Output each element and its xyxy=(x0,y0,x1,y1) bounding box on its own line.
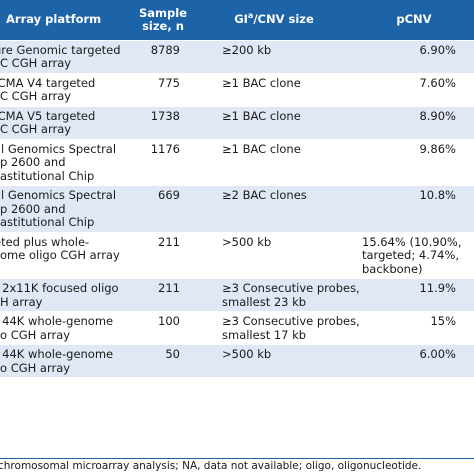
table-row: t 44K whole-genome o CGH array 50 >500 k… xyxy=(0,344,474,377)
cell-platform: al Genomics Spectral p 2600 and astituti… xyxy=(0,185,132,232)
cell-cnv-size: ≥2 BAC clones xyxy=(194,185,354,232)
header-cnv-size-sup: a xyxy=(247,11,254,21)
cell-cnv-size: ≥1 BAC clone xyxy=(194,138,354,186)
table-row: al Genomics Spectral p 2600 and astituti… xyxy=(0,185,474,232)
cell-pcnv: 8.90% xyxy=(354,105,474,139)
table-row: al Genomics Spectral p 2600 and astituti… xyxy=(0,138,474,186)
cell-sample-size: 669 xyxy=(132,185,194,232)
header-cnv-size-prefix: GI xyxy=(234,12,248,27)
cell-pcnv: 15% xyxy=(354,311,474,345)
header-pcnv: pCNV xyxy=(354,0,474,40)
header-cnv-size: GIa/CNV size xyxy=(194,0,354,40)
header-cnv-size-suffix: /CNV size xyxy=(253,12,314,27)
table-row: eted plus whole- ome oligo CGH array 211… xyxy=(0,231,474,279)
results-table: Array platform Sample size, n GIa/CNV si… xyxy=(0,0,474,377)
cell-sample-size: 100 xyxy=(132,311,194,345)
table-row: CMA V5 targeted C CGH array 1738 ≥1 BAC … xyxy=(0,105,474,139)
cell-cnv-size: ≥1 BAC clone xyxy=(194,72,354,106)
cell-platform: CMA V5 targeted C CGH array xyxy=(0,105,132,139)
cell-pcnv: 6.90% xyxy=(354,39,474,73)
cell-pcnv: 15.64% (10.90%, targeted; 4.74%, backbon… xyxy=(354,231,474,279)
cell-platform: ure Genomic targeted C CGH array xyxy=(0,39,132,73)
table-row: CMA V4 targeted C CGH array 775 ≥1 BAC c… xyxy=(0,72,474,106)
cell-cnv-size: ≥1 BAC clone xyxy=(194,105,354,139)
header-sample-line1: Sample xyxy=(139,5,187,20)
table-header-row: Array platform Sample size, n GIa/CNV si… xyxy=(0,0,474,40)
header-array-platform: Array platform xyxy=(0,0,132,40)
cell-sample-size: 1176 xyxy=(132,138,194,186)
cell-sample-size: 211 xyxy=(132,231,194,279)
table-row: t 2x11K focused oligo H array 211 ≥3 Con… xyxy=(0,278,474,312)
cell-pcnv: 10.8% xyxy=(354,185,474,232)
table-row: ure Genomic targeted C CGH array 8789 ≥2… xyxy=(0,39,474,73)
cell-platform: al Genomics Spectral p 2600 and astituti… xyxy=(0,138,132,186)
cell-platform: t 44K whole-genome o CGH array xyxy=(0,311,132,345)
cell-sample-size: 8789 xyxy=(132,39,194,73)
cell-cnv-size: ≥3 Consecutive probes, smallest 23 kb xyxy=(194,278,360,312)
cell-sample-size: 50 xyxy=(132,344,194,377)
table-row: t 44K whole-genome o CGH array 100 ≥3 Co… xyxy=(0,311,474,345)
cell-sample-size: 775 xyxy=(132,72,194,106)
cell-platform: eted plus whole- ome oligo CGH array xyxy=(0,231,132,279)
cell-cnv-size: >500 kb xyxy=(194,344,354,377)
cell-pcnv: 11.9% xyxy=(354,278,474,312)
header-sample-size: Sample size, n xyxy=(132,0,194,40)
cell-cnv-size: ≥3 Consecutive probes, smallest 17 kb xyxy=(194,311,360,345)
cell-platform: t 44K whole-genome o CGH array xyxy=(0,344,132,377)
cell-sample-size: 211 xyxy=(132,278,194,312)
cell-cnv-size: ≥200 kb xyxy=(194,39,354,73)
cell-platform: t 2x11K focused oligo H array xyxy=(0,278,132,312)
cell-pcnv: 9.86% xyxy=(354,138,474,186)
cell-platform: CMA V4 targeted C CGH array xyxy=(0,72,132,106)
cell-pcnv: 6.00% xyxy=(354,344,474,377)
table-footnote: chromosomal microarray analysis; NA, dat… xyxy=(0,458,474,475)
cell-pcnv: 7.60% xyxy=(354,72,474,106)
cell-cnv-size: >500 kb xyxy=(194,231,354,279)
cell-sample-size: 1738 xyxy=(132,105,194,139)
header-sample-line2: size, n xyxy=(142,18,184,33)
